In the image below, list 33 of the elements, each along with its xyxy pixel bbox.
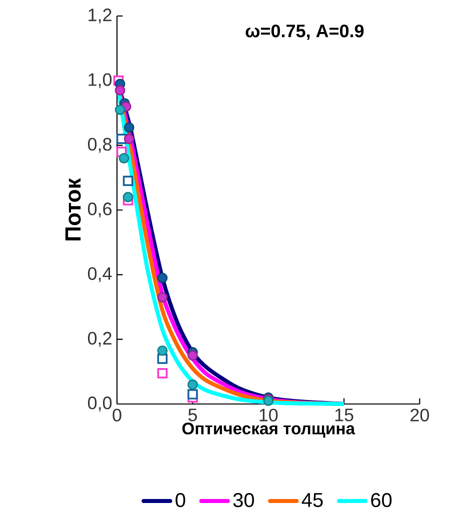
- point: [187, 350, 198, 361]
- annotation: ω=0.75, A=0.9: [246, 24, 364, 40]
- legend-label: 30: [233, 493, 254, 508]
- y-axis-title: Поток: [65, 178, 81, 240]
- point: [124, 122, 134, 133]
- y-tick-label: 0,8: [88, 138, 112, 153]
- y-tick-label: 0,0: [88, 396, 112, 412]
- point: [187, 379, 198, 390]
- legend-label: 45: [302, 493, 323, 508]
- y-tick-label: 1,0: [88, 73, 112, 88]
- x-tick-label: 20: [410, 408, 429, 422]
- point: [118, 153, 130, 164]
- y-tick-label: 0,4: [88, 267, 112, 282]
- point: [157, 272, 168, 284]
- y-tick-label: 1,2: [88, 8, 112, 24]
- legend-label: 0: [176, 493, 186, 508]
- x-tick-label: 0: [112, 408, 122, 422]
- x-tick-label: 10: [260, 408, 278, 422]
- x-axis-title: Оптическая толщина: [182, 422, 356, 438]
- point: [188, 389, 198, 400]
- x-tick-label: 15: [335, 408, 354, 422]
- x-tick-label: 5: [188, 408, 197, 422]
- point: [157, 292, 168, 302]
- point: [122, 176, 134, 186]
- point: [157, 368, 168, 378]
- y-tick-label: 0,2: [88, 332, 112, 347]
- point: [124, 134, 134, 144]
- point: [122, 192, 134, 202]
- point: [157, 345, 168, 356]
- y-tick-label: 0,6: [88, 202, 112, 218]
- legend-label: 60: [371, 493, 392, 508]
- point: [114, 104, 126, 115]
- point: [114, 85, 126, 96]
